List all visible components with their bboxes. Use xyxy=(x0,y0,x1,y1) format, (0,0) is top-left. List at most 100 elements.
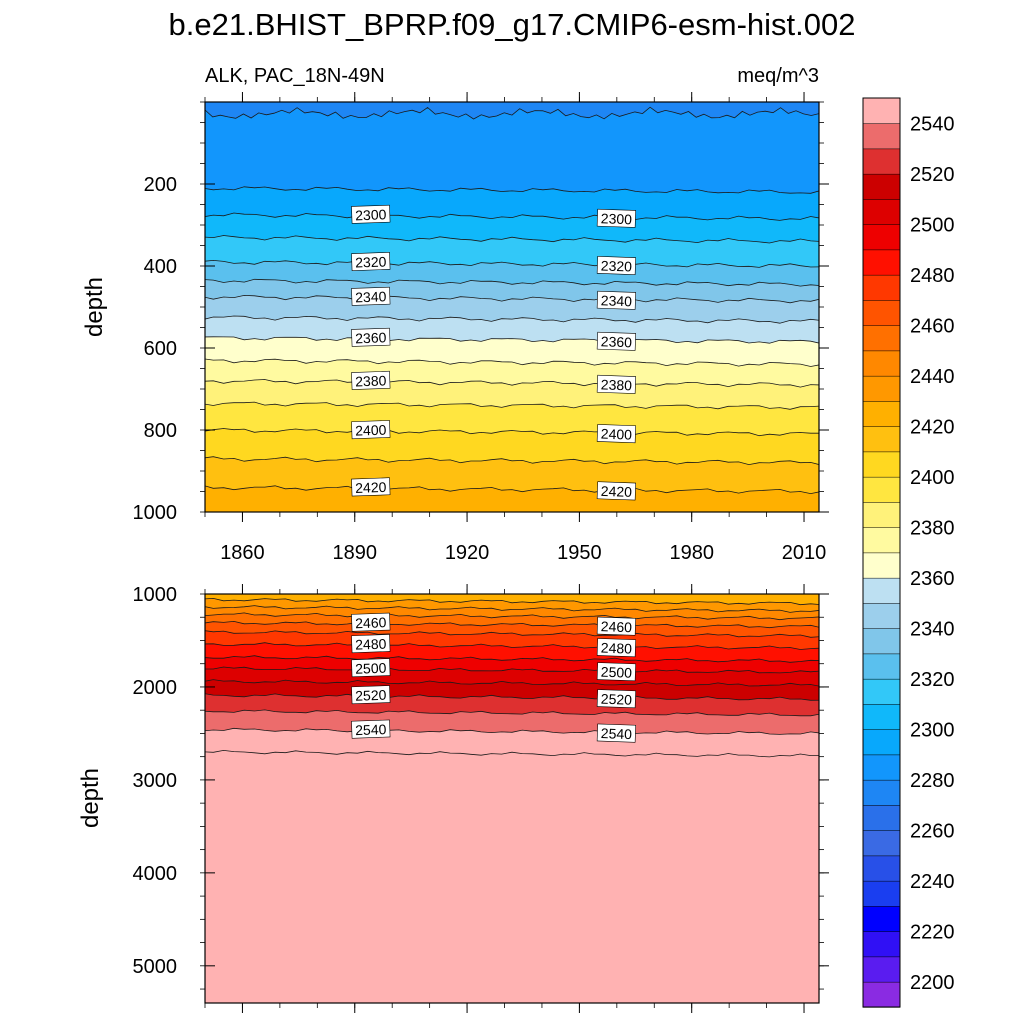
upper-panel: 2300 2300 2320 2320 2340 2340 2360 2360 2380 2380… xyxy=(81,92,829,564)
upper-axes: 200 400 600 800 1000 1860 1890 1920 1950 1980 2010 xyxy=(133,92,829,564)
contour-label-text: 2360 xyxy=(601,333,633,350)
colorbar-swatch xyxy=(862,400,901,427)
upper-isoline-2300 xyxy=(205,212,819,221)
colorbar-label: 2220 xyxy=(910,921,955,943)
upper-isoline-2310 xyxy=(205,235,819,244)
contour-label-text: 2520 xyxy=(601,691,633,708)
lower-contour-label-2500: 2500 xyxy=(596,662,637,682)
colorbar-swatch xyxy=(862,501,901,528)
lower-contour-label-2540: 2540 xyxy=(596,723,637,743)
contour-label-text: 2500 xyxy=(355,660,387,677)
lower-isoline-2520 xyxy=(205,693,819,701)
upper-contour-label-2400: 2400 xyxy=(596,424,637,444)
colorbar-swatch xyxy=(862,224,901,251)
upper-isoline-2410 xyxy=(205,456,819,466)
colorbar-label: 2400 xyxy=(910,467,955,489)
lower-contour-lines xyxy=(205,597,819,758)
lower-axes: 1000 2000 3000 4000 5000 xyxy=(133,584,829,1013)
upper-isoline-2400 xyxy=(205,428,819,437)
upper-contour-fills xyxy=(205,102,819,512)
colorbar-frame xyxy=(862,97,901,1008)
contour-label-text: 2540 xyxy=(601,725,633,742)
upper-contour-label-2380: 2380 xyxy=(596,374,637,394)
upper-y-axis-title: depth xyxy=(81,277,108,337)
colorbar-swatch xyxy=(862,97,901,124)
lower-isoline-2500 xyxy=(205,666,819,674)
colorbar-swatch xyxy=(862,981,901,1008)
colorbar-label: 2300 xyxy=(910,719,955,741)
lower-panel: 2460 2460 2480 2480 2500 2500 2520 2520 2540 2540… xyxy=(77,584,829,1013)
upper-x-tick-label: 1890 xyxy=(333,542,378,564)
upper-isoline-2390 xyxy=(205,401,819,410)
colorbar-label: 2460 xyxy=(910,315,955,337)
contour-label-text: 2400 xyxy=(601,426,633,443)
upper-isoline-2320 xyxy=(205,259,819,268)
colorbar-label: 2320 xyxy=(910,669,955,691)
lower-isoline-2440 xyxy=(205,605,819,613)
lower-isoline-2550 xyxy=(205,749,819,758)
contour-label-text: 2420 xyxy=(601,483,633,500)
upper-contour-label-2340: 2340 xyxy=(351,286,391,306)
contour-label-text: 2420 xyxy=(355,479,387,496)
contour-label-text: 2380 xyxy=(355,372,387,389)
upper-contour-label-2420: 2420 xyxy=(351,477,391,497)
lower-plot-frame xyxy=(204,593,820,1004)
contour-label-text: 2340 xyxy=(355,288,387,305)
upper-contour-label-2400: 2400 xyxy=(351,420,391,440)
contour-label-text: 2480 xyxy=(355,636,387,653)
colorbar-swatch xyxy=(862,577,901,604)
lower-isoline-2430 xyxy=(205,597,819,606)
upper-y-tick-label: 600 xyxy=(144,338,177,360)
lower-isoline-2530 xyxy=(205,709,819,717)
upper-contour-label-2380: 2380 xyxy=(351,370,391,390)
lower-y-tick-label: 5000 xyxy=(133,956,178,978)
lower-y-tick-label: 4000 xyxy=(133,863,178,885)
contour-label-text: 2400 xyxy=(355,422,387,439)
upper-y-tick-label: 800 xyxy=(144,420,177,442)
colorbar-swatch xyxy=(862,527,901,554)
upper-y-tick-label: 400 xyxy=(144,256,177,278)
upper-isoline-2360 xyxy=(205,336,819,344)
colorbar-swatch xyxy=(862,426,901,453)
contour-label-text: 2320 xyxy=(601,257,633,274)
colorbar-swatch xyxy=(862,552,901,579)
colorbar-label: 2240 xyxy=(910,871,955,893)
colorbar-swatch xyxy=(862,905,901,932)
upper-surface-band xyxy=(205,102,819,119)
upper-contour-lines xyxy=(205,106,819,495)
colorbar-swatch xyxy=(862,476,901,503)
upper-isoline-2380 xyxy=(205,379,819,388)
colorbar-swatch xyxy=(862,173,901,200)
upper-contour-label-2360: 2360 xyxy=(351,327,391,347)
contour-label-text: 2460 xyxy=(355,614,387,631)
colorbar-swatch xyxy=(862,628,901,655)
colorbar-label: 2200 xyxy=(910,972,955,994)
right-subtitle: meq/m^3 xyxy=(737,65,819,87)
lower-contour-labels: 2460 2460 2480 2480 2500 2500 2520 2520 2540 2540 xyxy=(351,612,637,743)
figure-title: b.e21.BHIST_BPRP.f09_g17.CMIP6-esm-hist.… xyxy=(169,7,856,42)
colorbar-swatch xyxy=(862,299,901,326)
colorbar-label: 2340 xyxy=(910,618,955,640)
colorbar-label: 2360 xyxy=(910,568,955,590)
colorbar-swatch xyxy=(862,375,901,402)
colorbar-swatch xyxy=(862,804,901,831)
lower-isoline-2510 xyxy=(205,679,819,687)
colorbar-swatch xyxy=(862,148,901,175)
upper-x-tick-label: 1860 xyxy=(220,542,265,564)
upper-contour-labels: 2300 2300 2320 2320 2340 2340 2360 2360 2380 2380… xyxy=(351,204,637,501)
colorbar-swatch xyxy=(862,325,901,352)
upper-contour-label-2300: 2300 xyxy=(596,208,637,228)
upper-isoline-2330 xyxy=(205,278,819,287)
colorbar-swatch xyxy=(862,855,901,882)
upper-y-tick-label: 200 xyxy=(144,174,177,196)
upper-x-tick-label: 1980 xyxy=(669,542,714,564)
upper-isoline-2420 xyxy=(205,485,819,495)
colorbar-swatch xyxy=(862,729,901,756)
lower-contour-label-2460: 2460 xyxy=(596,616,637,636)
lower-contour-label-2500: 2500 xyxy=(351,658,391,678)
upper-isoline-2350 xyxy=(205,315,819,324)
colorbar-swatch xyxy=(862,779,901,806)
colorbar-swatch xyxy=(862,754,901,781)
contour-label-text: 2340 xyxy=(601,292,633,309)
upper-x-tick-label: 1950 xyxy=(557,542,602,564)
